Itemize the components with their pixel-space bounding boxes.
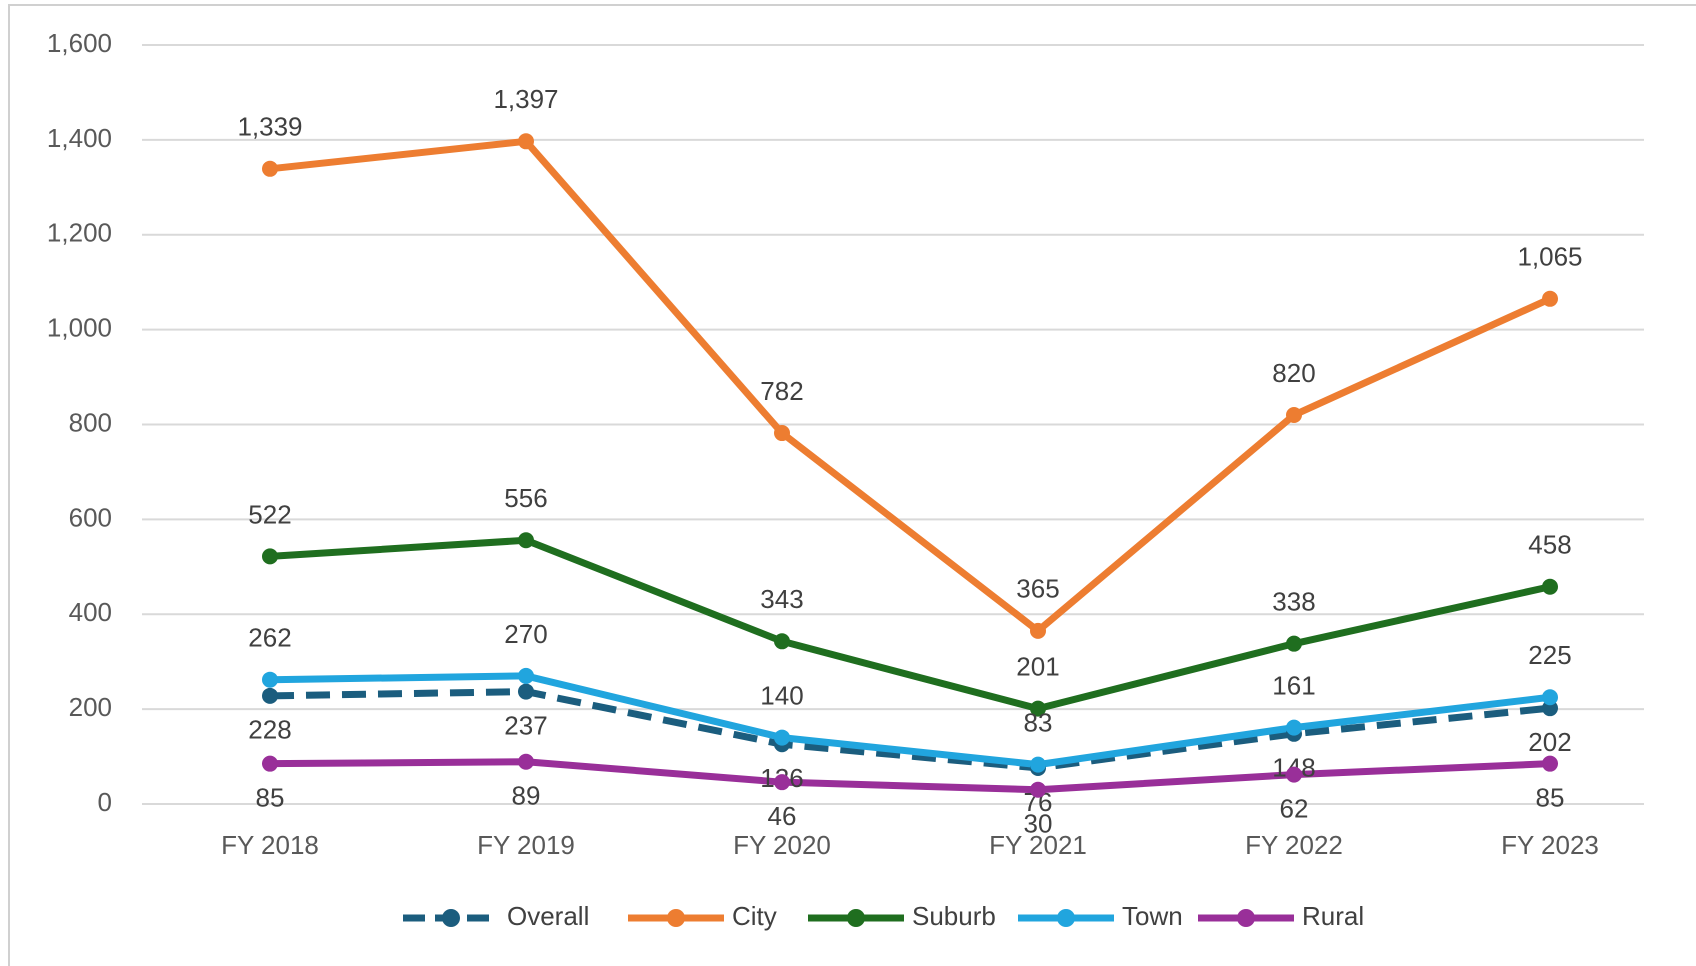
legend-marker	[847, 909, 865, 927]
y-tick-label: 1,200	[47, 218, 112, 248]
data-point	[518, 753, 534, 770]
y-tick-label: 400	[69, 597, 112, 627]
x-tick-label: FY 2018	[221, 830, 319, 860]
data-label: 338	[1272, 587, 1315, 617]
data-label: 1,065	[1517, 242, 1582, 272]
data-label: 237	[504, 710, 547, 740]
legend-marker	[1237, 909, 1255, 927]
data-label: 46	[768, 801, 797, 831]
data-point	[1286, 719, 1302, 736]
data-point	[518, 683, 534, 700]
data-label: 201	[1016, 652, 1059, 682]
data-label: 140	[760, 680, 803, 710]
data-label: 522	[248, 499, 291, 529]
data-point	[1542, 755, 1558, 772]
data-label: 458	[1528, 530, 1571, 560]
y-tick-label: 1,400	[47, 123, 112, 153]
data-point	[262, 687, 278, 704]
data-point	[774, 425, 790, 442]
data-label: 89	[512, 781, 541, 811]
legend-label: Overall	[507, 901, 589, 931]
data-point	[1030, 756, 1046, 773]
series-line	[269, 137, 1552, 635]
y-tick-label: 200	[69, 692, 112, 722]
y-tick-label: 1,600	[47, 28, 112, 58]
data-point	[262, 671, 278, 688]
data-label: 85	[256, 783, 285, 813]
data-label: 365	[1016, 574, 1059, 604]
data-point	[774, 633, 790, 650]
data-point	[1286, 407, 1302, 424]
series-line	[269, 758, 1551, 794]
data-label: 270	[504, 619, 547, 649]
data-label: 343	[760, 584, 803, 614]
data-point	[518, 667, 534, 684]
legend-marker	[667, 909, 685, 927]
x-tick-label: FY 2021	[989, 830, 1087, 860]
data-label: 228	[248, 715, 291, 745]
data-label: 782	[760, 376, 803, 406]
data-point	[1286, 635, 1302, 652]
legend-marker	[442, 909, 460, 927]
data-point	[262, 160, 278, 177]
x-tick-label: FY 2023	[1501, 830, 1599, 860]
data-point	[1030, 622, 1046, 639]
data-point	[1030, 781, 1046, 798]
data-point	[518, 532, 534, 549]
data-point	[262, 548, 278, 565]
data-point	[1542, 290, 1558, 307]
data-point	[1286, 766, 1302, 783]
data-point	[1542, 578, 1558, 595]
data-label: 225	[1528, 640, 1571, 670]
data-label: 202	[1528, 727, 1571, 757]
data-point	[518, 133, 534, 150]
data-label: 62	[1280, 793, 1309, 823]
x-tick-label: FY 2020	[733, 830, 831, 860]
legend-label: Town	[1122, 901, 1183, 931]
chart-frame	[8, 4, 1696, 966]
series-line	[269, 688, 1551, 772]
x-tick-label: FY 2022	[1245, 830, 1343, 860]
data-label: 30	[1024, 809, 1053, 839]
series-line	[269, 672, 1551, 769]
y-tick-label: 0	[98, 787, 112, 817]
data-label: 161	[1272, 671, 1315, 701]
y-tick-label: 800	[69, 407, 112, 437]
y-tick-label: 1,000	[47, 313, 112, 343]
data-label: 85	[1536, 783, 1565, 813]
data-point	[774, 729, 790, 746]
legend-label: Suburb	[912, 901, 996, 931]
data-label: 83	[1024, 708, 1053, 738]
data-label: 262	[248, 623, 291, 653]
data-point	[1030, 700, 1046, 717]
y-tick-label: 600	[69, 502, 112, 532]
series-line	[269, 536, 1551, 713]
data-point	[774, 774, 790, 791]
x-tick-label: FY 2019	[477, 830, 575, 860]
legend-marker	[1057, 909, 1075, 927]
data-label: 1,397	[493, 84, 558, 114]
data-label: 556	[504, 483, 547, 513]
data-point	[262, 755, 278, 772]
data-point	[1542, 689, 1558, 706]
legend-label: City	[732, 901, 777, 931]
data-label: 820	[1272, 358, 1315, 388]
data-label: 1,339	[237, 112, 302, 142]
legend-label: Rural	[1302, 901, 1364, 931]
